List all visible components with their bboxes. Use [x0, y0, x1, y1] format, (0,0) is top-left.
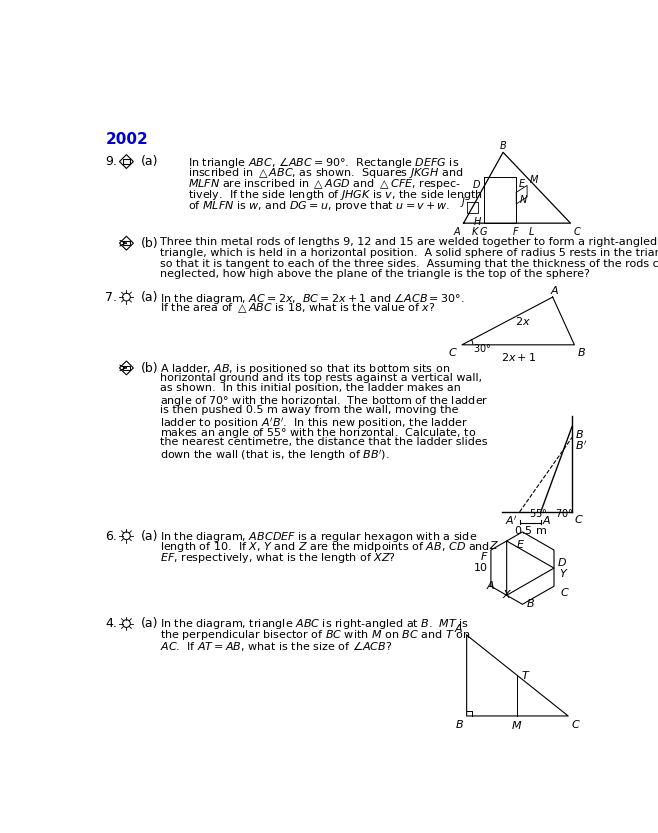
- Text: 7.: 7.: [105, 291, 118, 304]
- Text: $F$: $F$: [480, 550, 489, 562]
- Text: 6.: 6.: [105, 530, 117, 542]
- Text: $Z$: $Z$: [489, 540, 499, 551]
- Text: angle of $70°$ with the horizontal.  The bottom of the ladder: angle of $70°$ with the horizontal. The …: [160, 394, 488, 408]
- Text: tively.  If the side length of $JHGK$ is $v$, the side length: tively. If the side length of $JHGK$ is …: [188, 187, 484, 202]
- Text: $H$: $H$: [473, 215, 482, 227]
- Text: of $MLFN$ is $w$, and $DG = u$, prove that $u = v + w$.: of $MLFN$ is $w$, and $DG = u$, prove th…: [188, 198, 451, 212]
- Text: triangle, which is held in a horizontal position.  A solid sphere of radius 5 re: triangle, which is held in a horizontal …: [160, 247, 658, 257]
- Text: (a): (a): [140, 530, 158, 542]
- Text: $B'$: $B'$: [575, 439, 588, 452]
- Text: $C$: $C$: [560, 586, 570, 598]
- Text: $N$: $N$: [519, 193, 528, 205]
- Text: $AC$.  If $AT = AB$, what is the size of $\angle ACB$?: $AC$. If $AT = AB$, what is the size of …: [160, 639, 392, 653]
- Text: $C$: $C$: [571, 718, 581, 731]
- Text: $Y$: $Y$: [559, 566, 568, 579]
- Text: $C$: $C$: [574, 513, 584, 526]
- Text: length of 10.  If $X$, $Y$ and $Z$ are the midpoints of $AB$, $CD$ and: length of 10. If $X$, $Y$ and $Z$ are th…: [160, 541, 490, 555]
- Text: $F$: $F$: [513, 225, 520, 237]
- Text: In triangle $ABC$, $\angle ABC = 90°$.  Rectangle $DEFG$ is: In triangle $ABC$, $\angle ABC = 90°$. R…: [188, 156, 460, 171]
- Text: (b): (b): [140, 362, 158, 375]
- Text: $B$: $B$: [575, 428, 584, 440]
- Text: $2x + 1$: $2x + 1$: [501, 351, 536, 363]
- Text: 10: 10: [474, 563, 488, 573]
- Text: In the diagram, triangle $ABC$ is right-angled at $B$.  $MT$ is: In the diagram, triangle $ABC$ is right-…: [160, 617, 469, 631]
- Text: makes an angle of $55°$ with the horizontal.  Calculate, to: makes an angle of $55°$ with the horizon…: [160, 426, 476, 441]
- Text: inscribed in $\triangle ABC$, as shown.  Squares $JKGH$ and: inscribed in $\triangle ABC$, as shown. …: [188, 166, 464, 180]
- Text: $C$: $C$: [573, 225, 582, 237]
- Text: $B$: $B$: [526, 596, 534, 609]
- Text: ladder to position $A'B'$.  In this new position, the ladder: ladder to position $A'B'$. In this new p…: [160, 416, 468, 431]
- Text: $E$: $E$: [518, 177, 526, 189]
- Text: In the diagram, $ABCDEF$ is a regular hexagon with a side: In the diagram, $ABCDEF$ is a regular he…: [160, 530, 477, 544]
- Text: $30°$: $30°$: [473, 342, 491, 354]
- Text: $A$: $A$: [550, 283, 560, 296]
- Text: $A$: $A$: [486, 578, 495, 591]
- Text: $MLFN$ are inscribed in $\triangle AGD$ and $\triangle CFE$, respec-: $MLFN$ are inscribed in $\triangle AGD$ …: [188, 177, 462, 191]
- Text: so that it is tangent to each of the three sides.  Assuming that the thickness o: so that it is tangent to each of the thr…: [160, 258, 658, 268]
- Text: the nearest centimetre, the distance that the ladder slides: the nearest centimetre, the distance tha…: [160, 437, 488, 447]
- Text: $X$: $X$: [501, 587, 512, 600]
- Text: $M$: $M$: [528, 172, 539, 185]
- Text: the perpendicular bisector of $BC$ with $M$ on $BC$ and $T$ on: the perpendicular bisector of $BC$ with …: [160, 628, 470, 642]
- Text: $E$: $E$: [517, 538, 525, 550]
- Text: $55°$: $55°$: [529, 507, 547, 519]
- Text: neglected, how high above the plane of the triangle is the top of the sphere?: neglected, how high above the plane of t…: [160, 269, 590, 279]
- Text: (a): (a): [140, 291, 158, 304]
- Text: $J$: $J$: [460, 195, 466, 208]
- Text: Three thin metal rods of lengths 9, 12 and 15 are welded together to form a righ: Three thin metal rods of lengths 9, 12 a…: [160, 237, 657, 247]
- Text: $D$: $D$: [557, 556, 567, 568]
- Text: $B$: $B$: [499, 139, 507, 151]
- Text: $B$: $B$: [455, 718, 463, 731]
- Text: $D$: $D$: [472, 177, 480, 190]
- Text: $A$: $A$: [542, 514, 552, 526]
- Text: $A$: $A$: [454, 621, 463, 634]
- Text: If the area of $\triangle ABC$ is 18, what is the value of $x$?: If the area of $\triangle ABC$ is 18, wh…: [160, 302, 435, 315]
- Text: $C$: $C$: [448, 347, 458, 358]
- Text: 2002: 2002: [105, 132, 148, 147]
- Text: down the wall (that is, the length of $BB'$).: down the wall (that is, the length of $B…: [160, 448, 390, 463]
- Text: $A'$: $A'$: [505, 514, 518, 527]
- Text: $M$: $M$: [511, 719, 522, 731]
- Text: is then pushed 0.5 m away from the wall, moving the: is then pushed 0.5 m away from the wall,…: [160, 405, 458, 415]
- Text: (a): (a): [140, 617, 158, 631]
- Text: $2x$: $2x$: [515, 315, 531, 327]
- Text: (a): (a): [140, 156, 158, 168]
- Text: horizontal ground and its top rests against a vertical wall,: horizontal ground and its top rests agai…: [160, 372, 482, 382]
- Text: $L$: $L$: [528, 225, 535, 237]
- Text: $EF$, respectively, what is the length of $XZ$?: $EF$, respectively, what is the length o…: [160, 551, 396, 565]
- Text: A ladder, $AB$, is positioned so that its bottom sits on: A ladder, $AB$, is positioned so that it…: [160, 362, 450, 376]
- Text: as shown.  In this initial position, the ladder makes an: as shown. In this initial position, the …: [160, 383, 461, 393]
- Text: $70°$: $70°$: [555, 507, 573, 519]
- Text: $T$: $T$: [521, 669, 530, 681]
- Text: $G$: $G$: [479, 225, 488, 237]
- Text: 9.: 9.: [105, 156, 117, 168]
- Text: $K$: $K$: [470, 225, 480, 237]
- Text: 4.: 4.: [105, 617, 117, 631]
- Text: In the diagram, $AC = 2x$,  $BC = 2x + 1$ and $\angle ACB = 30°$.: In the diagram, $AC = 2x$, $BC = 2x + 1$…: [160, 291, 465, 306]
- Text: $0.5$ m: $0.5$ m: [514, 524, 547, 536]
- Text: $A$: $A$: [453, 225, 461, 237]
- Text: $B$: $B$: [578, 347, 586, 358]
- Text: (b): (b): [140, 237, 158, 250]
